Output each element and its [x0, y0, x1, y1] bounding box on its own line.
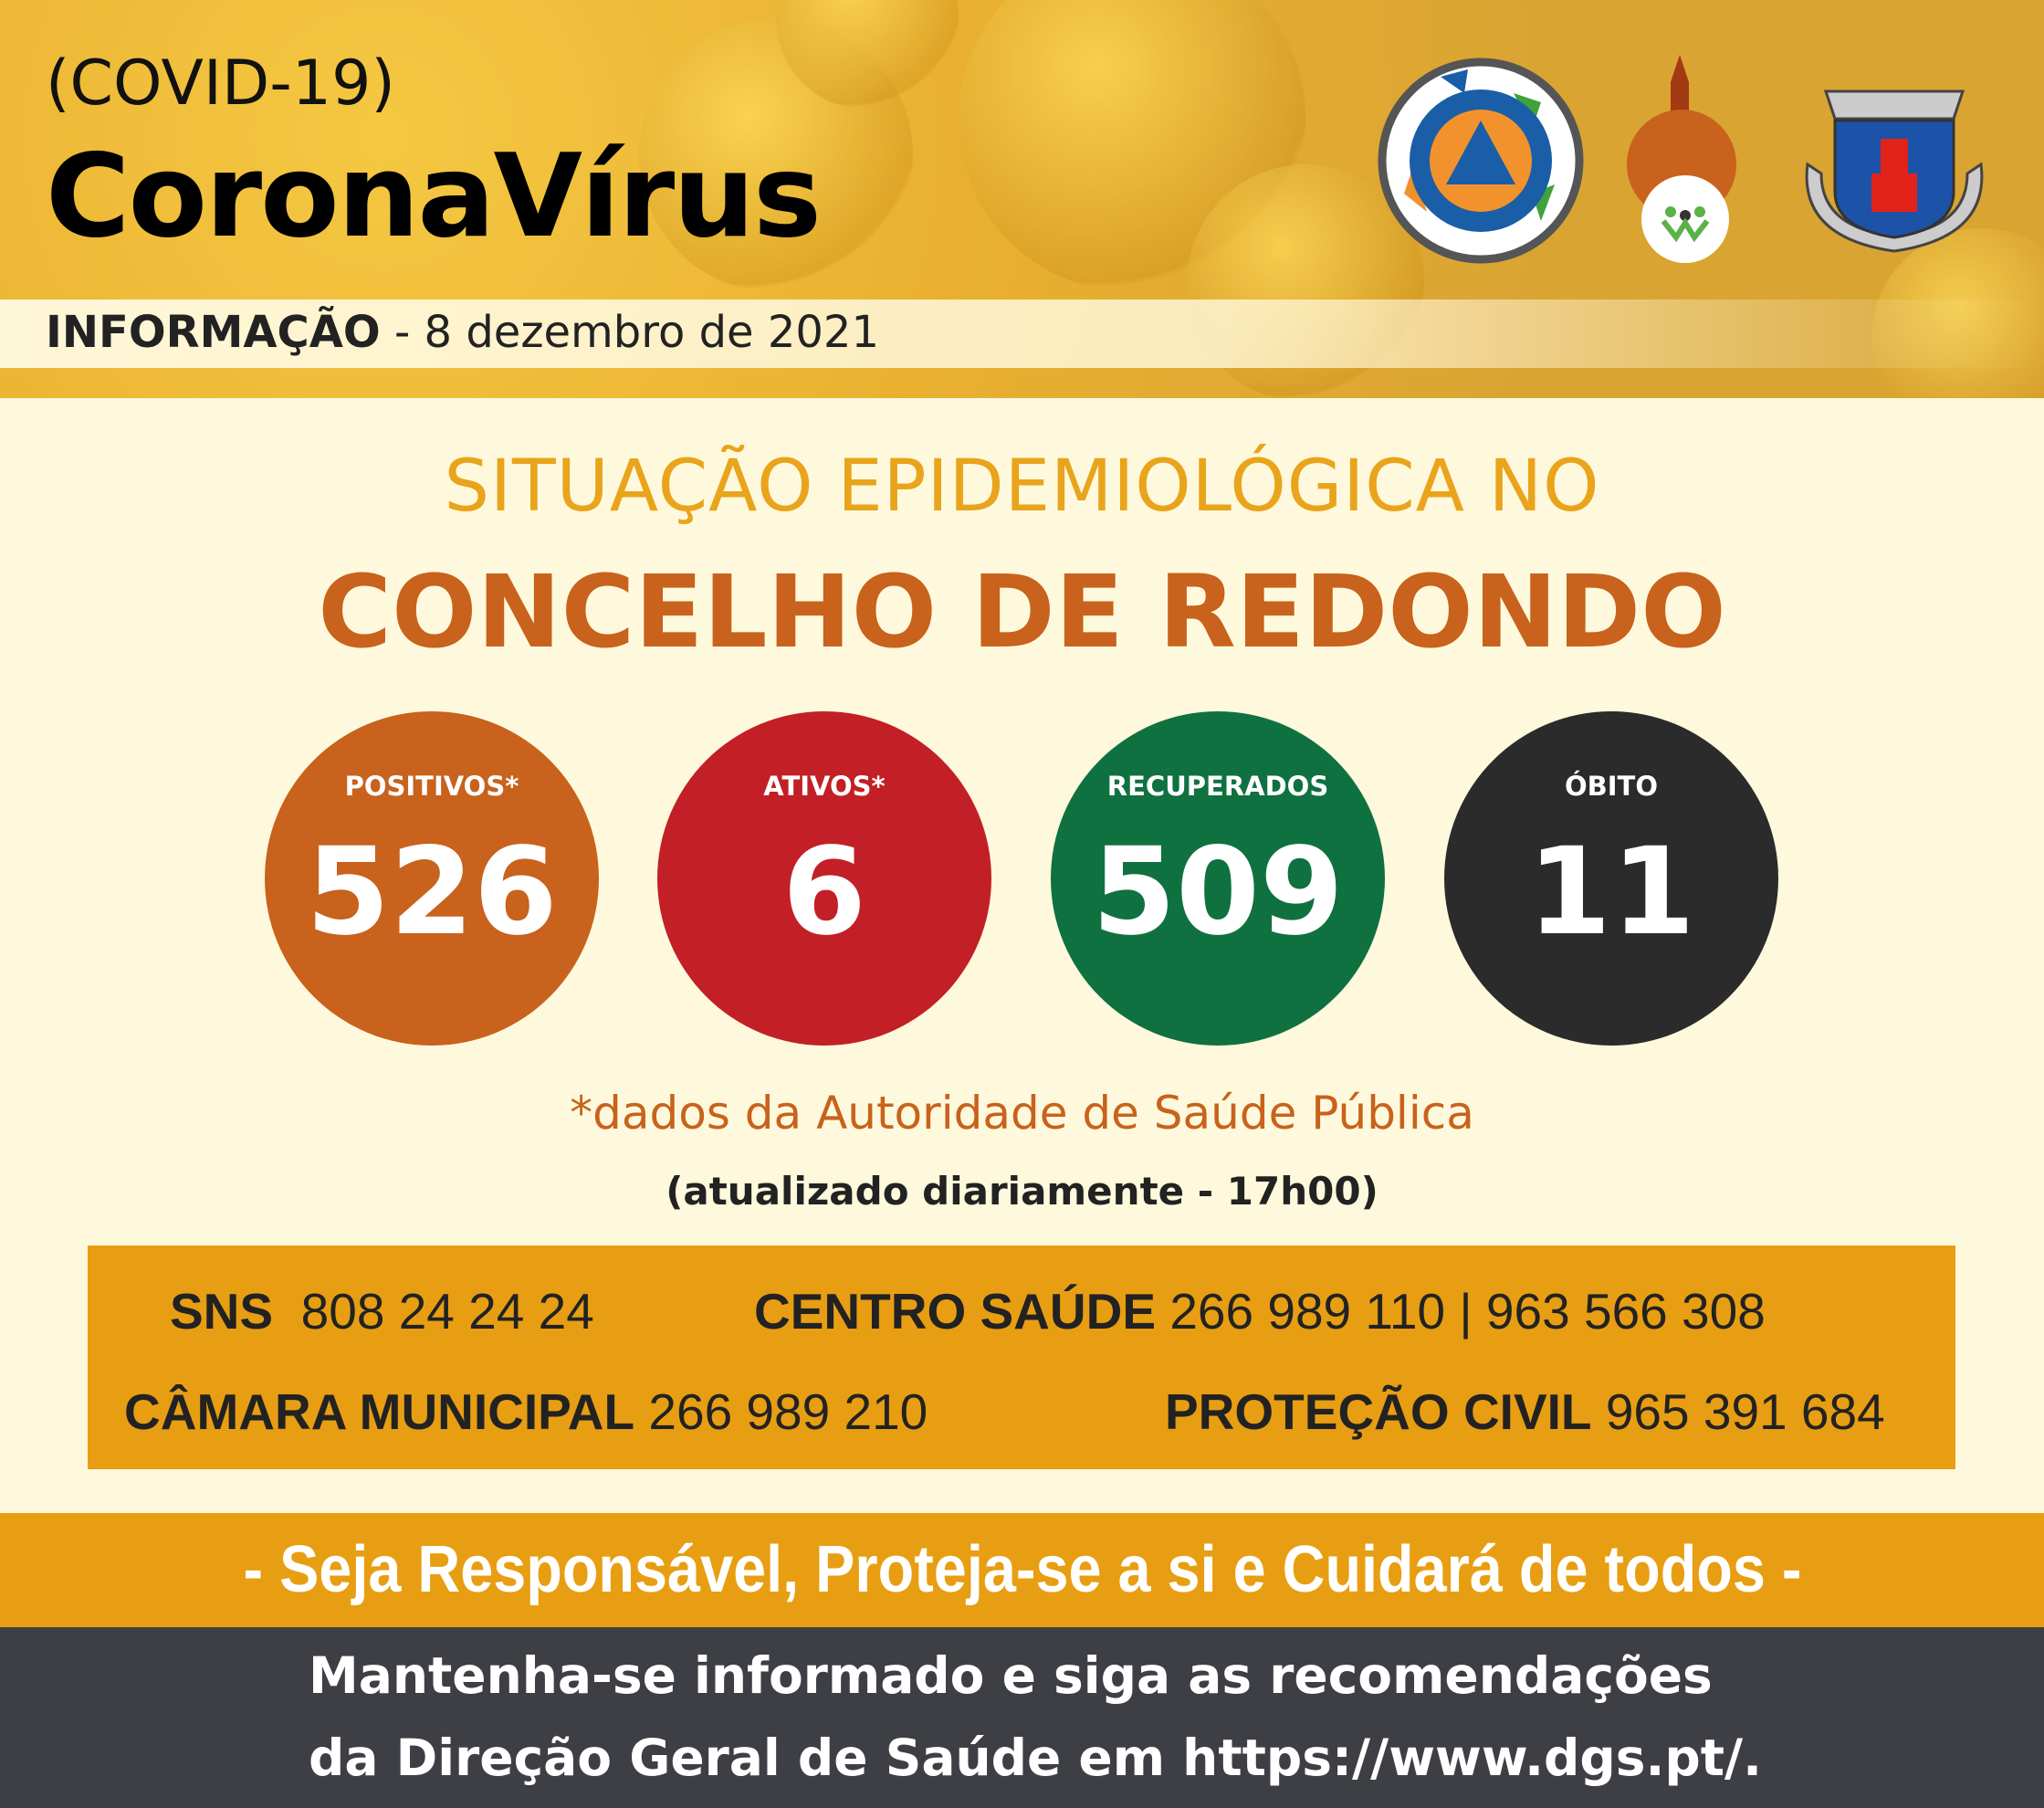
contacts-box: SNS 808 24 24 24 CENTRO SAÚDE 266 989 11… [88, 1246, 1955, 1469]
headline-line2: CONCELHO DE REDONDO [318, 553, 1726, 670]
stat-label: ÓBITO [1565, 771, 1658, 802]
entidade-inclusiva-logo [1627, 55, 1736, 263]
footer: Mantenha-se informado e siga as recomend… [0, 1627, 2044, 1808]
stat-value: 526 [306, 822, 558, 962]
stat-positivos: POSITIVOS* 526 [265, 711, 599, 1046]
info-date: - 8 dezembro de 2021 [380, 307, 879, 358]
stat-label: RECUPERADOS [1106, 771, 1329, 802]
contact-camara: CÂMARA MUNICIPAL 266 989 210 [124, 1383, 928, 1440]
stat-value: 11 [1527, 822, 1695, 962]
header-prefix: (COVID-19) [46, 47, 395, 120]
slogan-text: - Seja Responsável, Proteja-se a si e Cu… [243, 1533, 1801, 1606]
update-note: (atualizado diariamente - 17h00) [666, 1169, 1378, 1214]
headline-line1: SITUAÇÃO EPIDEMIOLÓGICA NO [444, 446, 1600, 528]
stat-ativos: ATIVOS* 6 [657, 711, 991, 1046]
stat-recuperados: RECUPERADOS 509 [1051, 711, 1385, 1046]
info-bar [0, 300, 2044, 368]
redondo-coat-of-arms [1805, 89, 1984, 253]
header-title: CoronaVírus [46, 129, 822, 263]
info-text: INFORMAÇÃO - 8 dezembro de 2021 [46, 307, 879, 358]
stat-label: ATIVOS* [763, 771, 886, 802]
contact-sns: SNS 808 24 24 24 [170, 1283, 594, 1340]
contact-centro-saude: CENTRO SAÚDE 266 989 110 | 963 566 308 [754, 1283, 1766, 1340]
stat-label: POSITIVOS* [344, 771, 519, 802]
stat-value: 6 [782, 822, 866, 962]
header-banner: (COVID-19) CoronaVírus INFORMAÇÃO - 8 de… [0, 0, 2044, 398]
slogan-banner: - Seja Responsável, Proteja-se a si e Cu… [0, 1513, 2044, 1627]
protecao-civil-logo [1378, 58, 1584, 264]
contact-protecao-civil: PROTEÇÃO CIVIL 965 391 684 [1165, 1383, 1885, 1440]
stat-value: 509 [1092, 822, 1344, 962]
data-source-note: *dados da Autoridade de Saúde Pública [570, 1087, 1474, 1140]
footer-line2: da Direção Geral de Saúde em https://www… [309, 1729, 1763, 1787]
footer-line1: Mantenha-se informado e siga as recomend… [309, 1646, 1713, 1705]
stat-obito: ÓBITO 11 [1444, 711, 1778, 1046]
info-label: INFORMAÇÃO [46, 307, 381, 358]
